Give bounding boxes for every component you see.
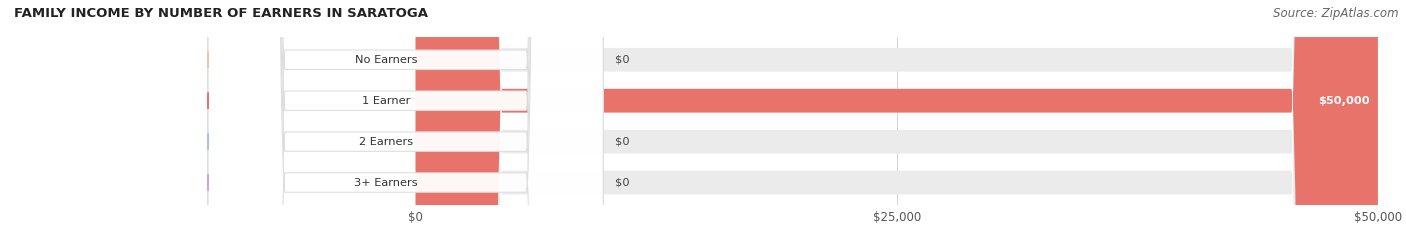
Text: 2 Earners: 2 Earners xyxy=(359,137,413,147)
FancyBboxPatch shape xyxy=(208,0,603,233)
Text: FAMILY INCOME BY NUMBER OF EARNERS IN SARATOGA: FAMILY INCOME BY NUMBER OF EARNERS IN SA… xyxy=(14,7,427,20)
Text: $0: $0 xyxy=(614,137,630,147)
Text: No Earners: No Earners xyxy=(354,55,418,65)
FancyBboxPatch shape xyxy=(416,0,1378,233)
FancyBboxPatch shape xyxy=(208,0,603,233)
Text: 3+ Earners: 3+ Earners xyxy=(354,178,418,188)
Text: 1 Earner: 1 Earner xyxy=(361,96,411,106)
FancyBboxPatch shape xyxy=(208,0,603,233)
Text: Source: ZipAtlas.com: Source: ZipAtlas.com xyxy=(1274,7,1399,20)
FancyBboxPatch shape xyxy=(416,0,1378,233)
Text: $0: $0 xyxy=(614,55,630,65)
Text: $50,000: $50,000 xyxy=(1319,96,1371,106)
FancyBboxPatch shape xyxy=(416,0,1378,233)
FancyBboxPatch shape xyxy=(208,0,603,233)
FancyBboxPatch shape xyxy=(416,0,1378,233)
Text: $0: $0 xyxy=(614,178,630,188)
FancyBboxPatch shape xyxy=(416,0,1378,233)
